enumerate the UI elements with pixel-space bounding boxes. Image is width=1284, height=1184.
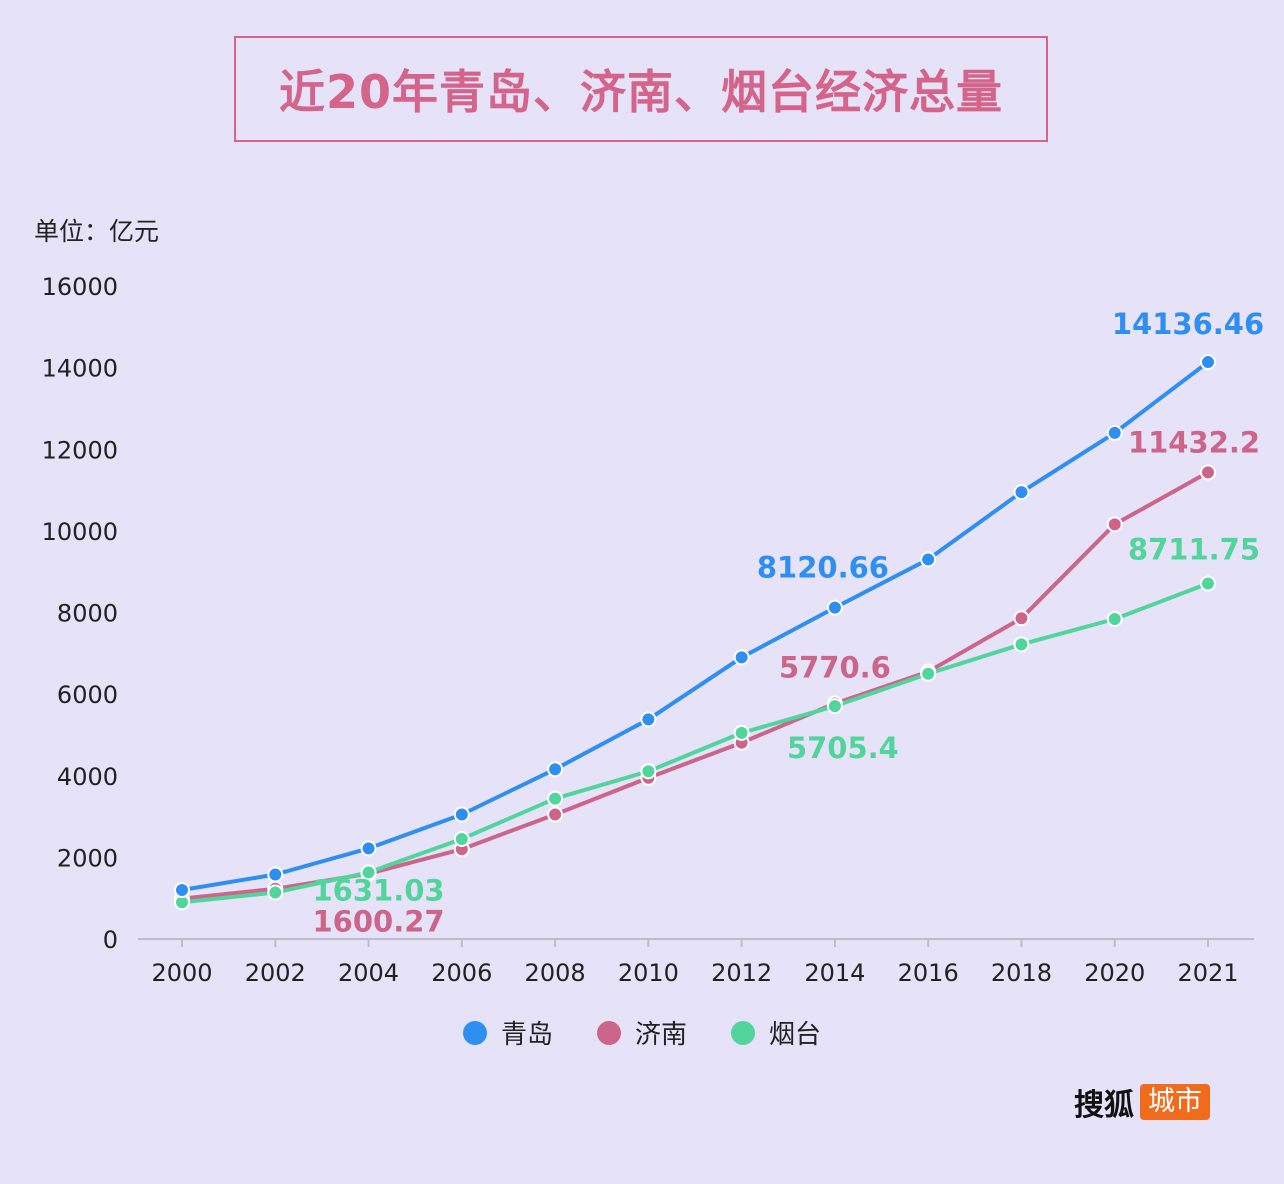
data-point-yantai <box>826 698 843 715</box>
data-label-jinan: 5770.6 <box>779 650 891 684</box>
legend-label-jinan: 济南 <box>634 1020 687 1050</box>
legend: 青岛 济南 烟台 <box>0 1014 1284 1051</box>
data-point-qingdao <box>547 761 564 778</box>
legend-item-qingdao[interactable]: 青岛 <box>462 1014 553 1051</box>
data-point-qingdao <box>920 551 937 568</box>
data-point-yantai <box>920 665 937 682</box>
data-point-qingdao <box>267 866 284 883</box>
x-tick-label: 2018 <box>991 959 1052 987</box>
x-tick-label: 2014 <box>804 959 865 987</box>
x-tick-label: 2016 <box>898 959 959 987</box>
line-chart: 0 2000 4000 6000 8000 10000 12000 14000 16000 200… <box>42 273 1264 987</box>
legend-label-yantai: 烟台 <box>769 1020 822 1050</box>
x-tick-label: 2012 <box>711 959 772 987</box>
series-line-yantai <box>180 581 1210 905</box>
x-tick-label: 2004 <box>338 959 399 987</box>
chart-title: 近20年青岛、济南、烟台经济总量 <box>278 65 1003 119</box>
y-axis-unit-label: 单位：亿元 <box>34 217 160 246</box>
data-point-qingdao <box>826 599 843 616</box>
data-label-yantai: 1631.03 <box>312 873 444 907</box>
legend-item-jinan[interactable]: 济南 <box>596 1014 687 1051</box>
x-tick-label: 2006 <box>431 959 492 987</box>
y-tick-label: 0 <box>103 926 118 954</box>
data-point-yantai <box>733 724 750 741</box>
data-label-jinan: 11432.2 <box>1128 425 1260 459</box>
data-point-yantai <box>547 790 564 807</box>
x-tick-label: 2008 <box>525 959 586 987</box>
series-line-qingdao <box>180 360 1210 892</box>
legend-item-yantai[interactable]: 烟台 <box>731 1014 821 1051</box>
y-tick-label: 16000 <box>42 273 118 301</box>
legend-marker-yantai <box>731 1020 755 1045</box>
data-point-yantai <box>1200 575 1216 592</box>
data-point-qingdao <box>1200 354 1216 371</box>
data-label-yantai: 8711.75 <box>1128 532 1260 566</box>
x-tick-label: 2021 <box>1177 959 1238 987</box>
data-point-yantai <box>640 763 657 780</box>
data-point-qingdao <box>640 711 657 728</box>
data-point-jinan <box>1200 464 1216 481</box>
y-tick-label: 12000 <box>42 436 118 464</box>
series-line-jinan <box>180 470 1210 901</box>
data-label-qingdao: 14136.46 <box>1112 307 1264 341</box>
brand-name: 搜狐 <box>1074 1088 1134 1123</box>
title-box: 近20年青岛、济南、烟台经济总量 <box>234 36 1048 142</box>
data-point-yantai <box>360 864 377 881</box>
y-tick-label: 14000 <box>42 355 118 383</box>
data-label-jinan: 1600.27 <box>312 905 444 939</box>
data-point-jinan <box>1013 610 1030 627</box>
y-tick-label: 10000 <box>42 518 118 546</box>
legend-marker-jinan <box>596 1020 621 1045</box>
data-point-yantai <box>267 884 284 901</box>
legend-marker-qingdao <box>462 1020 487 1045</box>
y-tick-label: 6000 <box>57 681 118 709</box>
data-label-qingdao: 8120.66 <box>757 551 889 585</box>
y-tick-label: 2000 <box>57 844 118 872</box>
data-point-yantai <box>1013 636 1030 653</box>
data-point-jinan <box>1106 516 1123 533</box>
x-tick-label: 2002 <box>245 959 306 987</box>
brand-tag: 城市 <box>1140 1084 1210 1120</box>
y-tick-label: 8000 <box>57 600 118 628</box>
data-label-yantai: 5705.4 <box>787 731 899 765</box>
data-point-qingdao <box>174 882 190 899</box>
x-tick-label: 2010 <box>618 959 679 987</box>
brand-logo: 搜狐 城市 <box>1074 1080 1210 1124</box>
legend-label-qingdao: 青岛 <box>500 1020 553 1050</box>
data-point-qingdao <box>1106 424 1123 441</box>
data-point-yantai <box>453 831 470 848</box>
data-point-qingdao <box>1013 484 1030 501</box>
x-tick-label: 2020 <box>1084 959 1145 987</box>
data-point-yantai <box>1106 611 1123 628</box>
y-tick-label: 4000 <box>57 763 118 791</box>
data-point-qingdao <box>360 840 377 857</box>
x-tick-label: 2000 <box>151 959 212 987</box>
data-point-jinan <box>547 806 564 823</box>
data-point-qingdao <box>733 649 750 666</box>
data-point-qingdao <box>453 806 470 823</box>
